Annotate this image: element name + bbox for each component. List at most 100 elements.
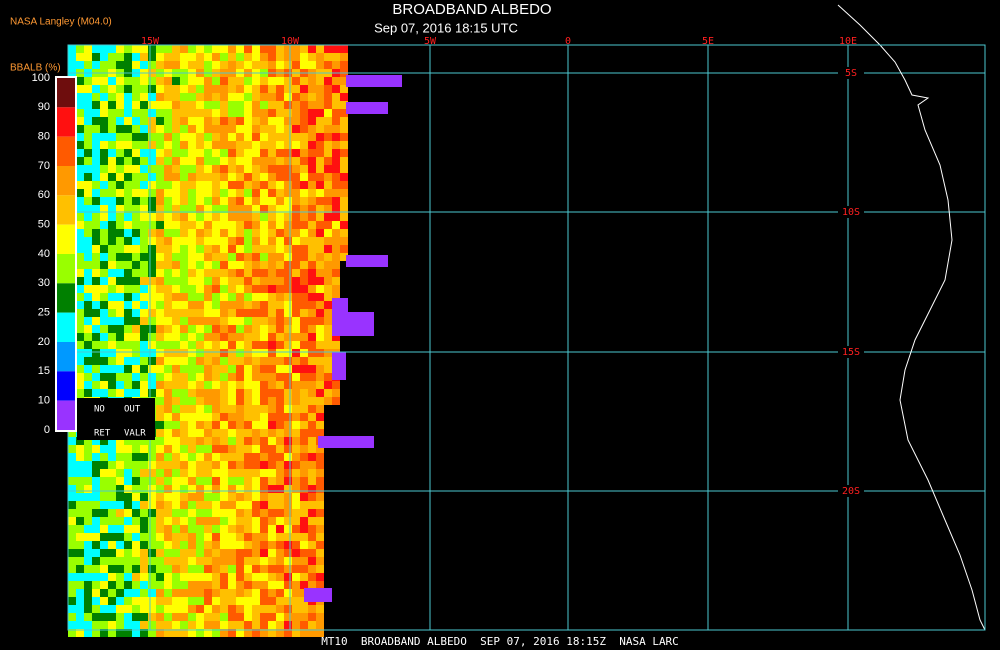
cloud-pixel bbox=[188, 453, 196, 461]
cloud-pixel bbox=[276, 445, 284, 453]
cloud-pixel bbox=[84, 541, 92, 549]
cloud-pixel bbox=[308, 469, 316, 477]
cloud-pixel bbox=[292, 189, 300, 197]
cloud-pixel bbox=[308, 405, 316, 413]
cloud-pixel bbox=[324, 341, 332, 349]
cloud-pixel bbox=[324, 293, 332, 301]
cloud-pixel bbox=[316, 509, 324, 517]
cloud-pixel bbox=[188, 85, 196, 93]
cloud-pixel bbox=[268, 533, 276, 541]
cloud-pixel bbox=[244, 557, 252, 565]
cloud-pixel bbox=[116, 557, 124, 565]
cloud-pixel bbox=[252, 325, 260, 333]
cloud-pixel bbox=[292, 261, 300, 269]
cloud-pixel bbox=[188, 205, 196, 213]
cloud-pixel bbox=[132, 61, 140, 69]
cloud-pixel bbox=[204, 269, 212, 277]
cloud-pixel bbox=[292, 109, 300, 117]
cloud-pixel bbox=[164, 293, 172, 301]
cloud-pixel bbox=[148, 253, 156, 261]
cloud-pixel bbox=[244, 309, 252, 317]
cloud-pixel bbox=[140, 365, 148, 373]
cloud-pixel bbox=[260, 525, 268, 533]
cloud-pixel bbox=[324, 165, 332, 173]
cloud-pixel bbox=[260, 493, 268, 501]
cloud-pixel bbox=[84, 493, 92, 501]
cloud-pixel bbox=[252, 317, 260, 325]
cloud-pixel bbox=[92, 557, 100, 565]
cloud-pixel bbox=[148, 581, 156, 589]
cloud-pixel bbox=[308, 229, 316, 237]
cloud-pixel bbox=[188, 349, 196, 357]
cloud-pixel bbox=[156, 605, 164, 613]
cloud-pixel bbox=[244, 373, 252, 381]
cloud-pixel bbox=[260, 501, 268, 509]
cloud-pixel bbox=[172, 397, 180, 405]
cloud-pixel bbox=[204, 189, 212, 197]
cloud-pixel bbox=[172, 565, 180, 573]
cloud-pixel bbox=[244, 53, 252, 61]
cloud-pixel bbox=[276, 397, 284, 405]
cloud-pixel bbox=[100, 453, 108, 461]
cloud-pixel bbox=[284, 365, 292, 373]
cloud-pixel bbox=[244, 509, 252, 517]
cloud-pixel bbox=[156, 453, 164, 461]
cloud-pixel bbox=[260, 381, 268, 389]
cloud-pixel bbox=[108, 533, 116, 541]
cloud-pixel bbox=[172, 149, 180, 157]
cloud-pixel bbox=[260, 597, 268, 605]
cloud-pixel bbox=[108, 269, 116, 277]
cloud-pixel bbox=[220, 109, 228, 117]
cloud-pixel bbox=[268, 405, 276, 413]
cloud-pixel bbox=[276, 61, 284, 69]
cloud-pixel bbox=[100, 101, 108, 109]
cloud-pixel bbox=[148, 629, 156, 637]
cloud-pixel bbox=[212, 53, 220, 61]
cloud-pixel bbox=[124, 381, 132, 389]
cloud-pixel bbox=[84, 325, 92, 333]
cloud-pixel bbox=[92, 469, 100, 477]
cloud-pixel bbox=[132, 373, 140, 381]
cloud-pixel bbox=[260, 117, 268, 125]
cloud-pixel bbox=[204, 77, 212, 85]
cloud-pixel bbox=[316, 405, 324, 413]
cloud-pixel bbox=[140, 117, 148, 125]
cloud-pixel bbox=[340, 237, 348, 245]
cloud-pixel bbox=[84, 77, 92, 85]
cloud-pixel bbox=[324, 181, 332, 189]
cloud-pixel bbox=[196, 533, 204, 541]
cloud-pixel bbox=[284, 421, 292, 429]
cloud-pixel bbox=[244, 165, 252, 173]
cloud-pixel bbox=[332, 181, 340, 189]
cloud-pixel bbox=[124, 437, 132, 445]
cloud-pixel bbox=[300, 429, 308, 437]
cloud-pixel bbox=[76, 309, 84, 317]
cloud-pixel bbox=[316, 277, 324, 285]
cloud-pixel bbox=[108, 389, 116, 397]
cloud-pixel bbox=[268, 117, 276, 125]
cloud-pixel bbox=[324, 349, 332, 357]
cloud-pixel bbox=[92, 493, 100, 501]
cloud-pixel bbox=[164, 533, 172, 541]
cloud-pixel bbox=[84, 93, 92, 101]
cloud-pixel bbox=[276, 461, 284, 469]
cloud-pixel bbox=[196, 93, 204, 101]
cloud-pixel bbox=[180, 541, 188, 549]
cloud-pixel bbox=[148, 293, 156, 301]
cloud-pixel bbox=[100, 493, 108, 501]
cloud-pixel bbox=[108, 573, 116, 581]
cloud-pixel bbox=[180, 445, 188, 453]
cloud-pixel bbox=[292, 45, 300, 53]
cloud-pixel bbox=[228, 277, 236, 285]
cloud-pixel bbox=[132, 333, 140, 341]
cloud-pixel bbox=[100, 149, 108, 157]
cloud-pixel bbox=[68, 613, 76, 621]
cloud-pixel bbox=[332, 173, 340, 181]
cloud-pixel bbox=[100, 517, 108, 525]
cloud-pixel bbox=[100, 197, 108, 205]
cloud-pixel bbox=[276, 541, 284, 549]
cloud-pixel bbox=[76, 189, 84, 197]
cloud-pixel bbox=[316, 61, 324, 69]
cloud-pixel bbox=[300, 77, 308, 85]
cloud-pixel bbox=[276, 477, 284, 485]
